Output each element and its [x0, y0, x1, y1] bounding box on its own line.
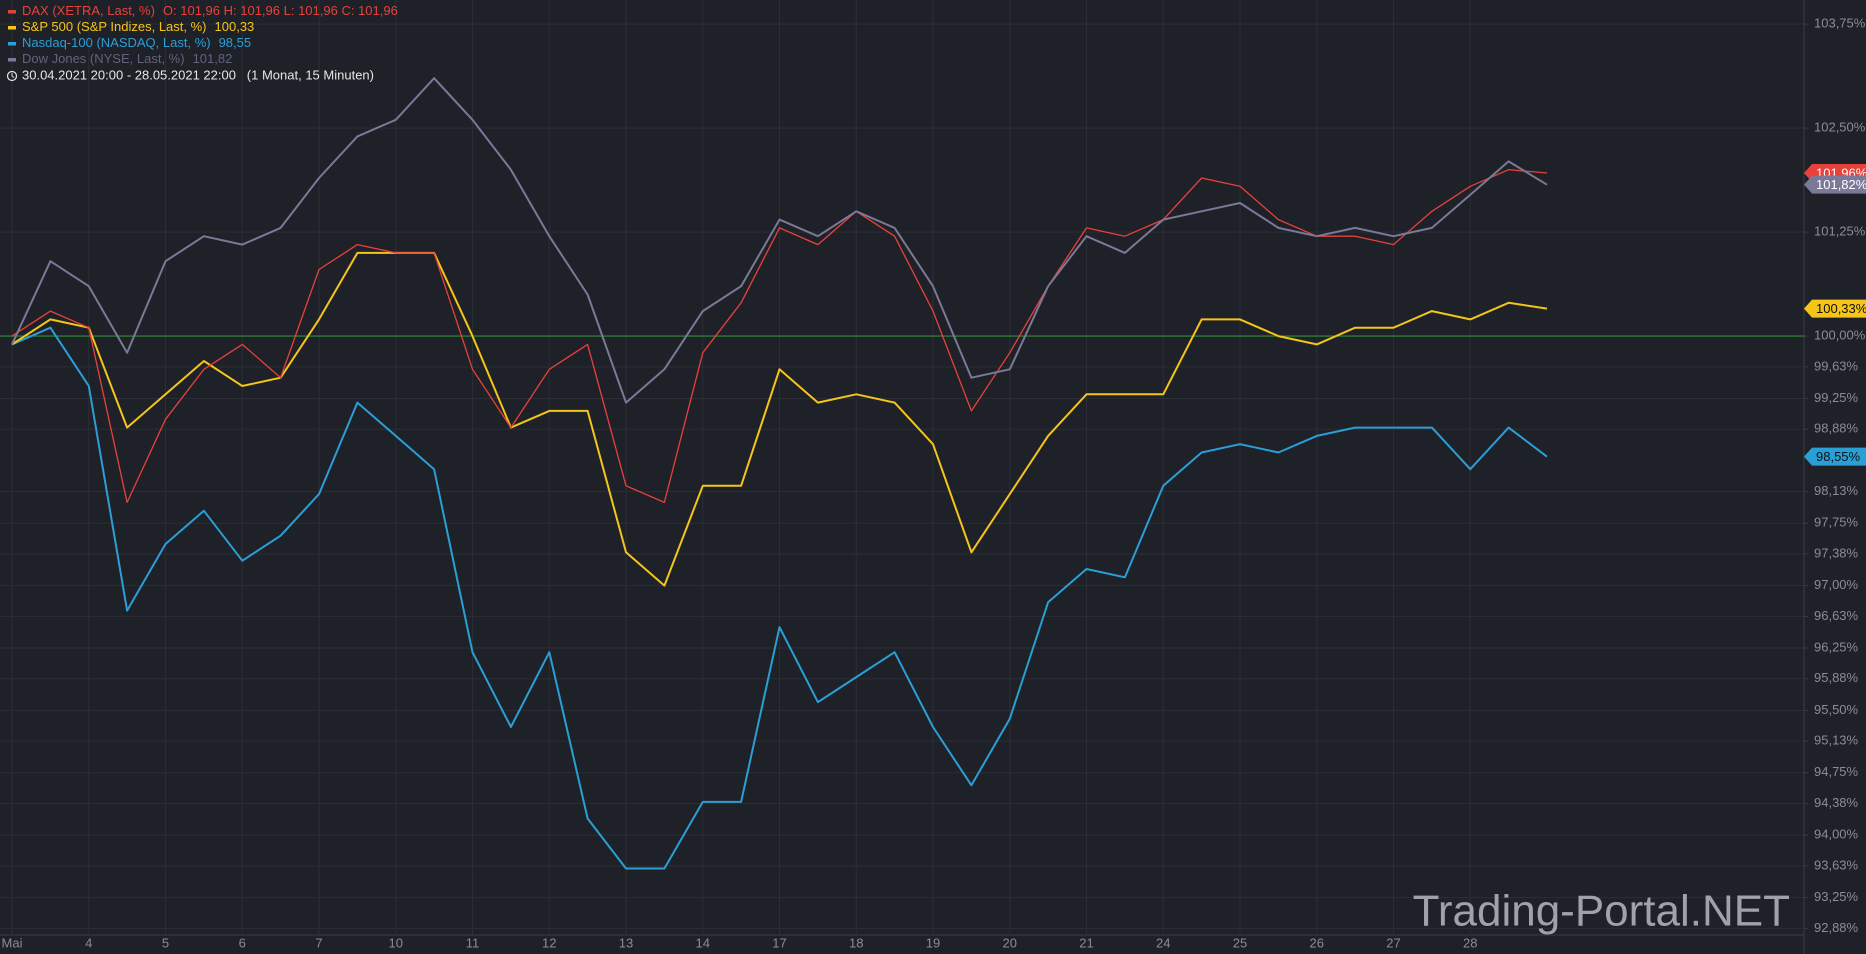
legend-name: DAX (XETRA, Last, %)	[22, 3, 155, 18]
y-tick-label: 94,00%	[1814, 827, 1859, 842]
price-badge-label: 98,55%	[1816, 449, 1861, 464]
price-badge	[1804, 299, 1866, 318]
legend-icon	[8, 58, 16, 62]
y-tick-label: 99,25%	[1814, 390, 1859, 405]
legend-entry: Nasdaq-100 (NASDAQ, Last, %) 98,55	[22, 35, 251, 50]
watermark: Trading-Portal.NET	[1413, 887, 1790, 936]
date-range: 30.04.2021 20:00 - 28.05.2021 22:00 (1 M…	[22, 67, 374, 82]
y-tick-label: 96,25%	[1814, 639, 1859, 654]
legend-icon	[8, 26, 16, 30]
x-tick-label: 18	[849, 935, 863, 950]
x-tick-label: 19	[926, 935, 940, 950]
legend-name: Nasdaq-100 (NASDAQ, Last, %)	[22, 35, 211, 50]
x-tick-label: 5	[162, 935, 169, 950]
clock-hand	[11, 73, 15, 78]
y-tick-label: 97,75%	[1814, 515, 1859, 530]
y-tick-label: 95,88%	[1814, 670, 1859, 685]
legend-info: 100,33	[215, 19, 255, 34]
x-tick-label: 6	[239, 935, 246, 950]
legend-info: 98,55	[219, 35, 252, 50]
y-tick-label: 98,13%	[1814, 483, 1859, 498]
x-tick-label: Mai	[2, 935, 23, 950]
series-line	[11, 326, 1548, 870]
y-tick-label: 95,50%	[1814, 702, 1859, 717]
x-tick-label: 20	[1003, 935, 1017, 950]
x-tick-label: 28	[1463, 935, 1477, 950]
y-tick-label: 93,25%	[1814, 889, 1859, 904]
y-tick-label: 95,13%	[1814, 733, 1859, 748]
clock-icon	[6, 70, 18, 82]
legend-icon	[8, 42, 16, 46]
x-tick-label: 11	[466, 935, 480, 950]
legend-icon	[8, 10, 16, 14]
series-line	[11, 169, 1548, 504]
y-tick-label: 101,25%	[1814, 224, 1866, 239]
legend-info: 101,82	[193, 51, 233, 66]
y-tick-label: 94,75%	[1814, 764, 1859, 779]
x-tick-label: 7	[315, 935, 322, 950]
legend-name: Dow Jones (NYSE, Last, %)	[22, 51, 185, 66]
legend-name: S&P 500 (S&P Indizes, Last, %)	[22, 19, 207, 34]
y-tick-label: 100,00%	[1814, 328, 1866, 343]
x-tick-label: 26	[1310, 935, 1324, 950]
price-badge-label: 100,33%	[1816, 301, 1866, 316]
legend-entry: S&P 500 (S&P Indizes, Last, %) 100,33	[22, 19, 254, 34]
x-tick-label: 4	[85, 935, 92, 950]
x-tick-label: 25	[1233, 935, 1247, 950]
x-tick-label: 24	[1156, 935, 1170, 950]
price-badge-label: 101,82%	[1816, 177, 1866, 192]
x-tick-label: 13	[619, 935, 633, 950]
x-tick-label: 27	[1386, 935, 1400, 950]
series-line	[11, 77, 1548, 404]
y-tick-label: 97,38%	[1814, 545, 1859, 560]
price-badge	[1804, 447, 1866, 466]
y-tick-label: 93,63%	[1814, 857, 1859, 872]
y-tick-label: 96,63%	[1814, 608, 1859, 623]
x-tick-label: 12	[542, 935, 556, 950]
y-tick-label: 102,50%	[1814, 120, 1866, 135]
y-tick-label: 94,38%	[1814, 795, 1859, 810]
price-badge	[1804, 175, 1866, 194]
y-tick-label: 99,63%	[1814, 358, 1859, 373]
y-tick-label: 103,75%	[1814, 16, 1866, 31]
y-tick-label: 98,88%	[1814, 421, 1859, 436]
legend-entry: DAX (XETRA, Last, %) O: 101,96 H: 101,96 …	[22, 3, 398, 18]
x-tick-label: 14	[696, 935, 710, 950]
x-tick-label: 10	[389, 935, 403, 950]
grid	[0, 0, 1804, 935]
x-tick-label: 21	[1079, 935, 1093, 950]
series-line	[11, 251, 1548, 587]
legend-entry: Dow Jones (NYSE, Last, %) 101,82	[22, 51, 232, 66]
x-tick-label: 17	[772, 935, 786, 950]
legend-info: O: 101,96 H: 101,96 L: 101,96 C: 101,96	[163, 3, 398, 18]
y-tick-label: 92,88%	[1814, 920, 1859, 935]
y-tick-label: 97,00%	[1814, 577, 1859, 592]
